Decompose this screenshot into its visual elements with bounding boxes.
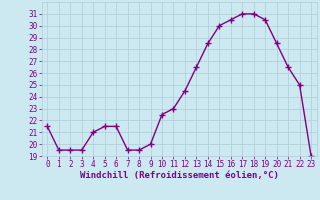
X-axis label: Windchill (Refroidissement éolien,°C): Windchill (Refroidissement éolien,°C) <box>80 171 279 180</box>
